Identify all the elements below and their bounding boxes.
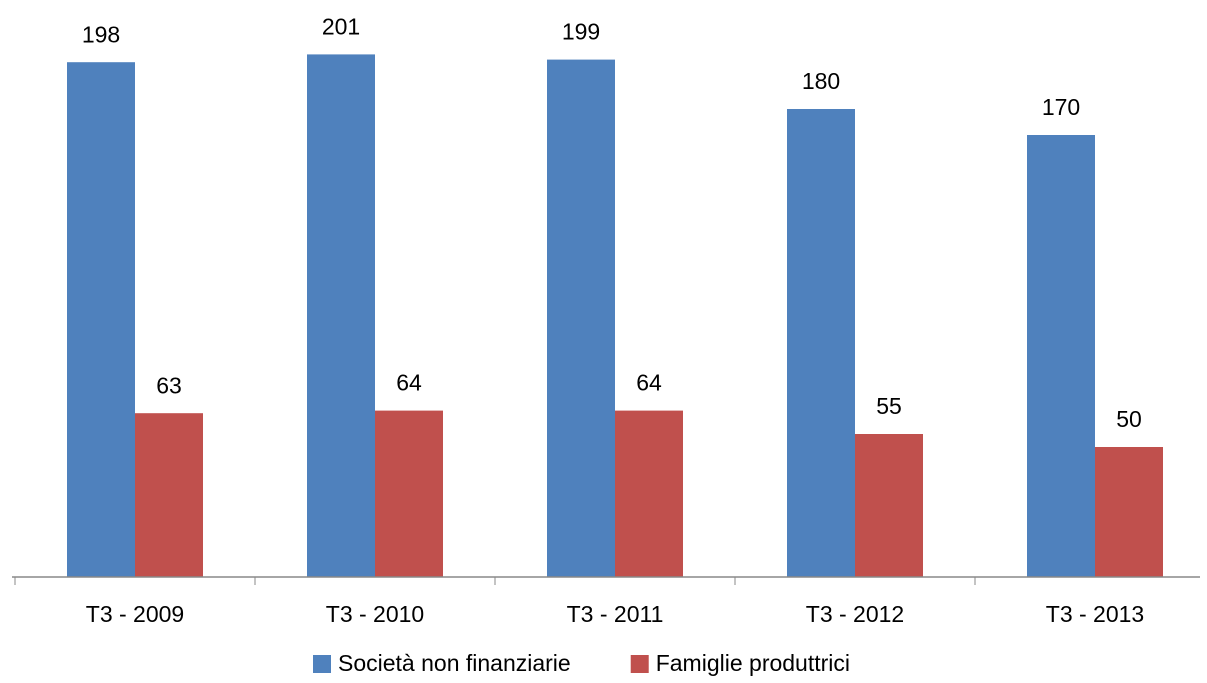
legend-label: Famiglie produttrici <box>656 650 850 676</box>
data-label: 64 <box>396 370 422 396</box>
legend-swatch <box>630 655 649 673</box>
bar <box>67 62 135 577</box>
bar <box>1095 447 1163 577</box>
bar <box>1027 135 1095 577</box>
data-label: 55 <box>876 393 902 419</box>
bar <box>307 54 375 577</box>
x-tick-label: T3 - 2010 <box>326 601 424 627</box>
data-label: 180 <box>802 68 840 94</box>
bar <box>855 434 923 577</box>
data-label: 201 <box>322 13 360 39</box>
x-tick-label: T3 - 2012 <box>806 601 904 627</box>
data-label: 170 <box>1042 94 1080 120</box>
x-tick-label: T3 - 2013 <box>1046 601 1144 627</box>
x-tick-label: T3 - 2011 <box>567 601 664 627</box>
x-tick-label: T3 - 2009 <box>86 601 184 627</box>
data-label: 198 <box>82 21 120 47</box>
bar <box>135 413 203 577</box>
data-label: 63 <box>156 372 182 398</box>
bar <box>547 59 615 578</box>
bar <box>375 410 443 577</box>
legend-swatch <box>313 655 331 673</box>
legend-label: Società non finanziarie <box>338 650 571 676</box>
data-label: 50 <box>1116 406 1142 432</box>
bar <box>615 410 683 577</box>
data-label: 199 <box>562 19 600 45</box>
bar <box>787 109 855 577</box>
data-label: 64 <box>636 370 662 396</box>
